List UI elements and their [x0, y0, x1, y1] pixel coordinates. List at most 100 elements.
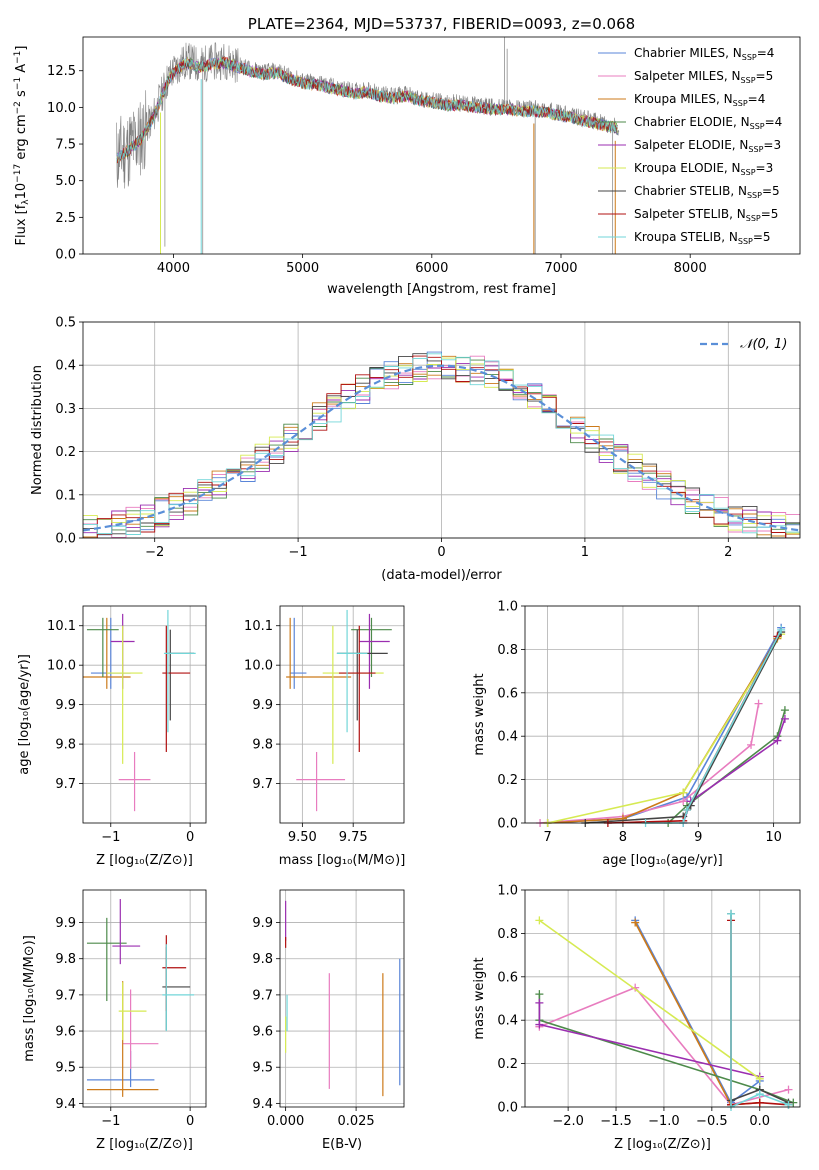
legend-text: Kroupa MILES, N	[634, 92, 733, 106]
y-tick-label: 10.0	[47, 659, 76, 674]
legend-text: Chabrier STELIB, N	[634, 184, 747, 198]
x-axis-label: (data-model)/error	[381, 568, 502, 583]
y-tick-label: 9.8	[252, 738, 273, 753]
y-tick-label: 9.9	[252, 698, 273, 713]
x-axis-label: mass [log₁₀(M/M⊙)]	[279, 853, 406, 868]
x-tick-label: −1	[289, 545, 308, 560]
y-tick-label: 9.6	[252, 1025, 273, 1040]
y-tick-label: 7.5	[55, 138, 76, 153]
y-tick-label: 0.1	[55, 488, 76, 503]
y-label-part: −1	[13, 51, 23, 64]
series-marker	[777, 625, 786, 634]
series-marker	[535, 1020, 544, 1029]
x-tick-label: 9	[694, 830, 702, 845]
series-line	[547, 627, 782, 824]
series-marker	[679, 797, 688, 806]
y-tick-label: 0.4	[55, 359, 76, 374]
y-tick-label: 9.8	[252, 952, 273, 967]
x-axis-label: Z [log₁₀(Z/Z⊙)]	[96, 853, 193, 868]
y-label-part: Flux [f	[14, 204, 29, 245]
x-tick-label: −2.0	[552, 1114, 584, 1129]
y-tick-label: 0.6	[497, 686, 518, 701]
x-tick-label: 0.025	[337, 1114, 374, 1129]
legend-entry: Chabrier ELODIE, NSSP=4	[634, 115, 782, 131]
legend-entry: Kroupa MILES, NSSP=4	[634, 92, 765, 108]
legend-entry: Chabrier MILES, NSSP=4	[634, 46, 774, 62]
y-tick-label: 9.5	[252, 1061, 273, 1076]
series-marker	[755, 1089, 764, 1098]
y-tick-label: 9.4	[55, 1097, 76, 1112]
y-axis-label: mass weight	[472, 957, 487, 1039]
y-axis-label: mass [log₁₀(M/M⊙)]	[22, 935, 37, 1062]
series-marker	[784, 1100, 793, 1109]
axes-frame	[82, 321, 801, 539]
y-tick-label: 0.2	[497, 773, 518, 788]
x-tick-label: −0.5	[696, 1114, 728, 1129]
legend-n: =5	[761, 207, 779, 221]
legend-entry: 𝒩(0, 1)	[740, 337, 787, 352]
axes-frame	[279, 605, 405, 824]
series-line	[538, 919, 761, 1080]
age_vs_mass-panel: 9.50 9.75 9.7 9.8 9.9 10.0 10.1 mass [log₁₀(M/M…	[244, 605, 406, 868]
y-tick-label: 0.4	[497, 1014, 518, 1029]
series-line	[667, 709, 786, 824]
legend-text: Chabrier ELODIE, N	[634, 115, 750, 129]
x-tick-label: 5000	[286, 261, 319, 276]
x-tick-label: 9.50	[288, 830, 317, 845]
y-tick-label: 9.7	[252, 777, 273, 792]
y-tick-label: 0.6	[497, 970, 518, 985]
series-line	[547, 638, 779, 824]
spectrum-panel: 4000 5000 6000 7000 8000 0.0 2.5 5.0 7.5 10.0 12.5…	[13, 15, 801, 297]
age_vs_mass-plot-area	[286, 609, 392, 812]
y-label-part: erg cm	[14, 114, 29, 163]
series-marker	[780, 714, 789, 723]
legend-text: Chabrier MILES, N	[634, 46, 742, 60]
x-tick-label: −1.0	[648, 1114, 680, 1129]
x-tick-label: 9.75	[339, 830, 368, 845]
series-marker	[747, 740, 756, 749]
histogram-step-line	[83, 353, 800, 538]
legend-sub: SSP	[741, 168, 756, 177]
y-tick-label: 0.3	[55, 402, 76, 417]
x-tick-label: 7	[543, 830, 551, 845]
normal-curve	[83, 364, 800, 532]
series-marker	[773, 736, 782, 745]
series-line	[607, 636, 779, 824]
y-tick-label: 9.7	[252, 988, 273, 1003]
y-tick-label: 0.0	[497, 1101, 518, 1116]
series-marker	[755, 1074, 764, 1083]
legend-sub: SSP	[748, 145, 763, 154]
x-tick-label: 0	[437, 545, 445, 560]
y-tick-label: 9.9	[252, 916, 273, 931]
legend-entry: Kroupa ELODIE, NSSP=3	[634, 161, 773, 177]
axes-frame	[524, 889, 801, 1108]
mass_vs_Z-plot-area	[86, 899, 195, 1097]
x-tick-label: −1.5	[600, 1114, 632, 1129]
legend-sub: SSP	[747, 191, 762, 200]
series-line	[645, 629, 782, 824]
y-label-part: −17	[13, 164, 23, 183]
y-tick-label: 12.5	[47, 64, 76, 79]
series-marker	[755, 1098, 764, 1107]
series-marker	[679, 788, 688, 797]
y-tick-label: 1.0	[497, 600, 518, 615]
hist-plot-area	[83, 351, 800, 538]
axes-frame	[82, 36, 801, 255]
model-spectrum-line	[116, 56, 618, 163]
legend-entry: Salpeter STELIB, NSSP=5	[634, 207, 778, 223]
legend-sub: SSP	[746, 214, 761, 223]
series-line	[634, 922, 760, 1106]
legend-text: Kroupa STELIB, N	[634, 230, 738, 244]
x-tick-label: 1	[581, 545, 589, 560]
legend-sub: SSP	[741, 76, 756, 85]
axes-frame	[524, 605, 801, 824]
y-tick-label: 10.0	[244, 659, 273, 674]
legend-n: =4	[748, 92, 766, 106]
y-tick-label: 10.0	[47, 101, 76, 116]
y-tick-label: 1.0	[497, 884, 518, 899]
y-label-part: −2	[13, 101, 23, 114]
x-tick-label: 0.000	[267, 1114, 304, 1129]
legend-entry: Chabrier STELIB, NSSP=5	[634, 184, 780, 200]
